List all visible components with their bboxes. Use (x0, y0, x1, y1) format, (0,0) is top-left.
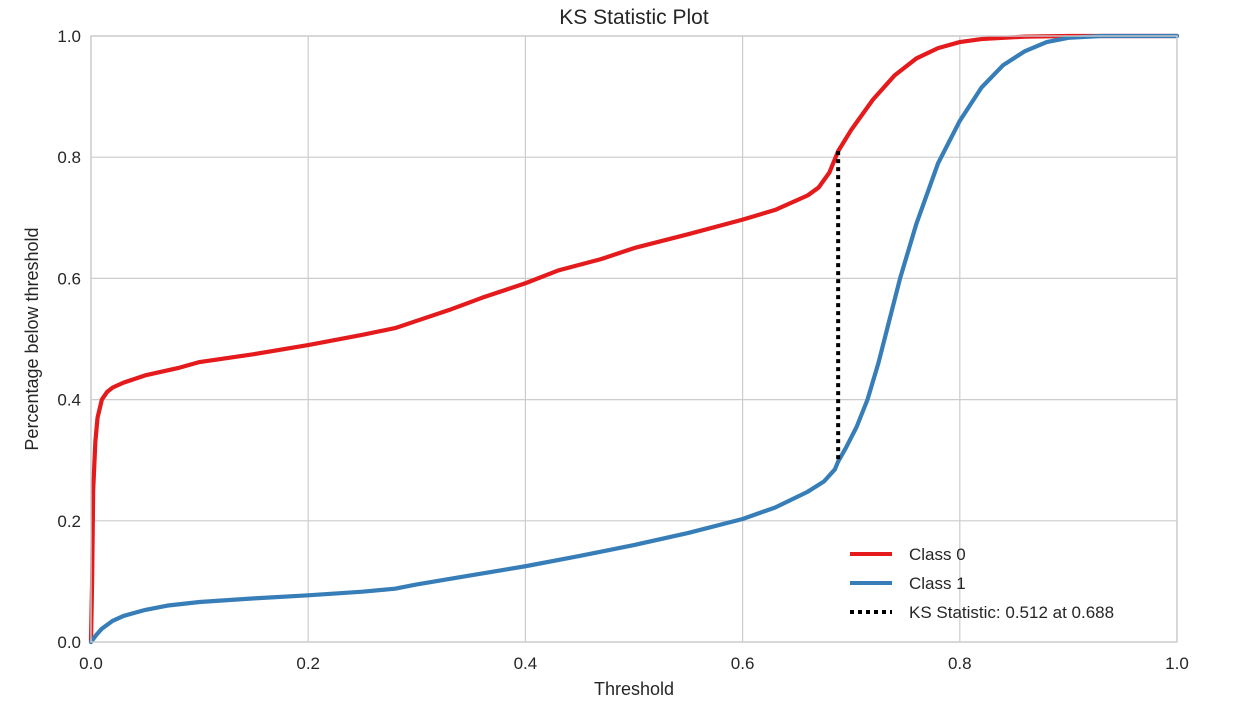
x-tick-label: 0.6 (731, 654, 755, 673)
plot-frame (90, 35, 1178, 643)
legend-item-class-1-label: Class 1 (909, 574, 966, 593)
series-lines (88, 33, 1180, 645)
y-tick-label: 0.6 (57, 269, 81, 288)
y-axis-label: Percentage below threshold (22, 227, 42, 450)
series-line-class-1 (88, 33, 1180, 645)
y-tick-label: 0.8 (57, 148, 81, 167)
legend: Class 0 Class 1 KS Statistic: 0.512 at 0.6… (850, 545, 1114, 622)
chart-title: KS Statistic Plot (559, 6, 709, 29)
x-tick-label: 0.0 (79, 654, 103, 673)
y-tick-label: 0.2 (57, 512, 81, 531)
y-tick-label: 0.4 (57, 391, 81, 410)
x-tick-labels: 0.0 0.2 0.4 0.6 0.8 1.0 (79, 654, 1189, 673)
y-tick-label: 0.0 (57, 633, 81, 652)
series-line-class-0 (88, 33, 1180, 645)
x-tick-label: 1.0 (1165, 654, 1189, 673)
axes-frame (90, 35, 1178, 643)
x-tick-label: 0.8 (948, 654, 972, 673)
legend-item-ks-statistic-label: KS Statistic: 0.512 at 0.688 (909, 603, 1114, 622)
y-tick-label: 1.0 (57, 27, 81, 46)
x-tick-label: 0.4 (514, 654, 538, 673)
legend-item-class-0-label: Class 0 (909, 545, 966, 564)
x-tick-label: 0.2 (296, 654, 320, 673)
x-axis-label: Threshold (594, 679, 674, 699)
y-tick-labels: 0.0 0.2 0.4 0.6 0.8 1.0 (57, 27, 81, 652)
